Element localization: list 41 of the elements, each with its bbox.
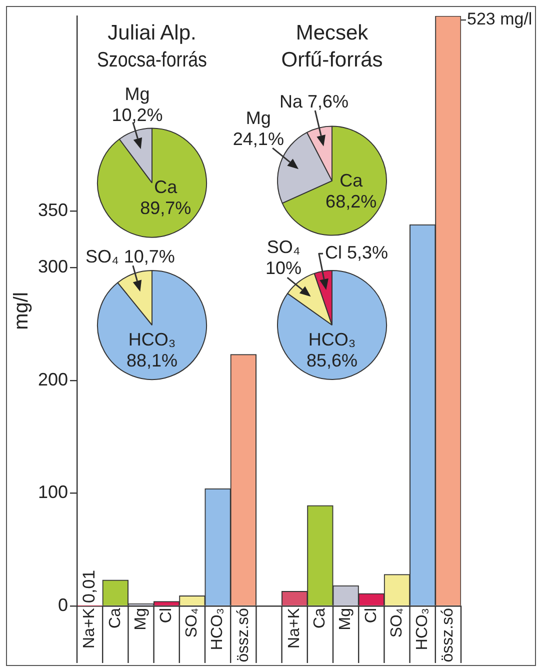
x-tick-label: össz.só xyxy=(440,608,457,662)
slice-label: SO₄ xyxy=(266,236,300,257)
y-tick-label: 300 xyxy=(38,256,68,277)
x-tick-label: HCO₃ xyxy=(209,608,226,650)
x-tick-label: Cl xyxy=(158,608,176,624)
slice-label: Cl 5,3% xyxy=(325,242,388,263)
slice-label: Mg xyxy=(124,84,150,104)
data-label: 523 mg/l xyxy=(467,10,532,29)
x-tick-label: Na+K xyxy=(286,608,304,648)
chart-title: Mecsek Orfű-forrás xyxy=(281,21,383,72)
slice-label: HCO₃ xyxy=(128,330,176,350)
slice-label: Ca xyxy=(340,170,364,191)
data-label: 68,2% xyxy=(326,192,377,212)
x-tick-label: Ca xyxy=(106,608,124,628)
slice-label: Ca xyxy=(154,177,178,198)
data-label: 24,1% xyxy=(232,129,284,150)
data-label: 89,7% xyxy=(140,198,192,218)
data-label: 85,6% xyxy=(306,350,358,371)
data-label: 10% xyxy=(265,258,302,278)
data-label: 10,2% xyxy=(112,104,163,125)
slice-label: SO₄ 10,7% xyxy=(85,246,175,266)
x-tick-label: HCO₃ xyxy=(414,608,432,650)
y-tick-label: 100 xyxy=(38,482,68,502)
y-tick-label: 350 xyxy=(38,200,68,220)
y-tick-label: 0 xyxy=(58,594,68,615)
data-label: 0,01 xyxy=(79,570,98,603)
chart-title: Juliai Alp. Szocsa-forrás xyxy=(97,21,208,72)
x-tick-label: Ca xyxy=(312,608,329,628)
y-tick-label: 200 xyxy=(38,369,68,390)
x-tick-label: Mg xyxy=(132,608,150,630)
y-axis-title: mg/l xyxy=(10,292,33,330)
slice-label: Mg xyxy=(246,108,271,128)
data-label: 88,1% xyxy=(126,350,178,371)
x-tick-label: SO₄ xyxy=(388,608,406,638)
x-tick-label: SO₄ xyxy=(184,608,201,638)
x-tick-label: össz.só xyxy=(234,608,252,662)
x-tick-label: Na+K xyxy=(81,608,98,648)
x-tick-label: Mg xyxy=(337,608,354,630)
x-tick-label: Cl xyxy=(362,608,380,624)
slice-label: HCO₃ xyxy=(308,330,356,350)
slice-label: Na 7,6% xyxy=(279,91,349,112)
